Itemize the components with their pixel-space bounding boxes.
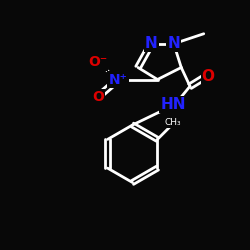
Text: N: N: [168, 36, 180, 51]
Text: CH₃: CH₃: [164, 118, 181, 127]
Text: HN: HN: [160, 97, 186, 112]
Text: N⁺: N⁺: [108, 72, 128, 86]
Text: O: O: [92, 90, 104, 104]
Text: O⁻: O⁻: [88, 56, 107, 70]
Text: N: N: [145, 36, 158, 51]
Text: O: O: [202, 69, 215, 84]
